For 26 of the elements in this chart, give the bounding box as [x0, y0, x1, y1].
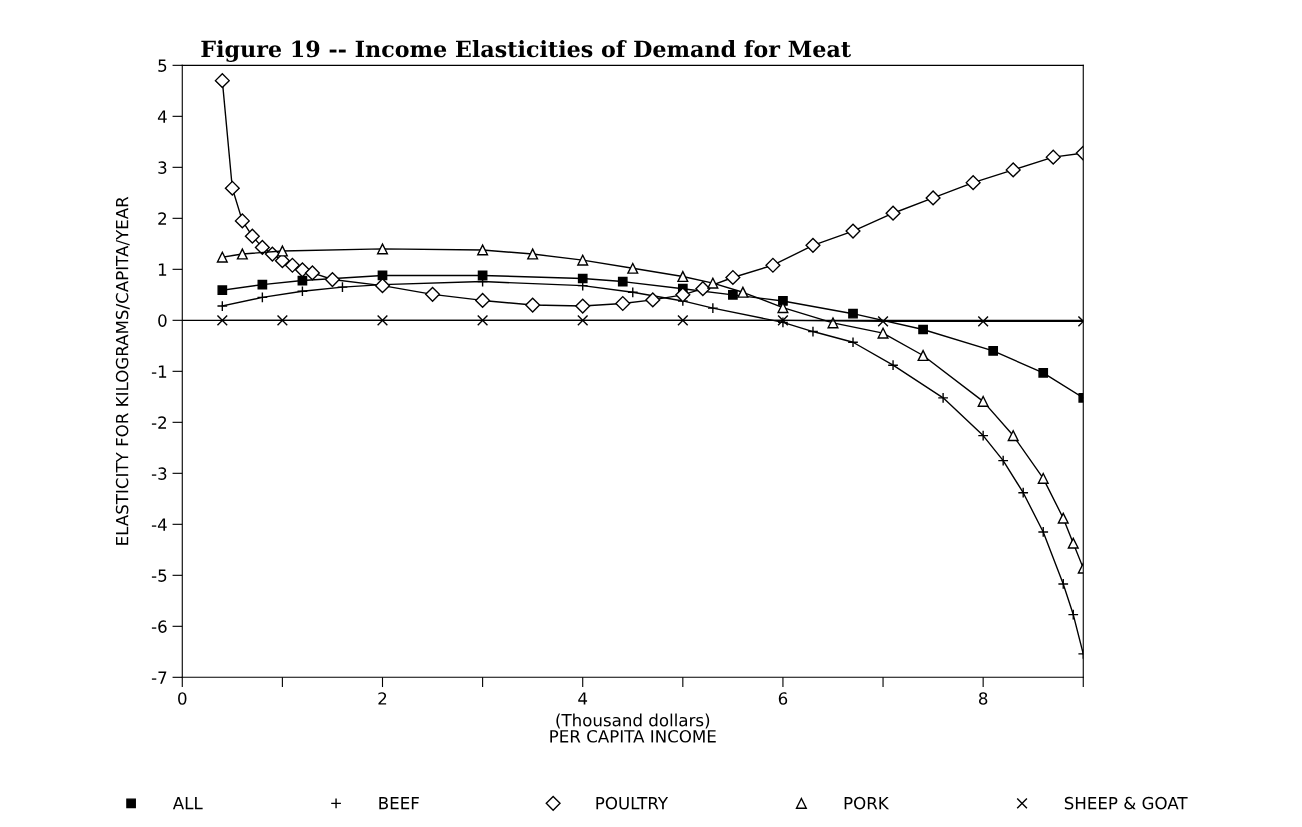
y-tick-label: 1: [158, 263, 167, 276]
legend-label: BEEF: [379, 797, 419, 810]
x-axis-title: (Thousand dollars) PER CAPITA INCOME: [550, 713, 716, 743]
y-tick-label: 5: [158, 59, 167, 72]
legend-label: POULTRY: [596, 796, 669, 810]
legend-label: PORK: [844, 796, 890, 810]
y-tick-label: -4: [151, 518, 167, 531]
y-axis-title: ELASTICITY FOR KILOGRAMS/CAPITA/YEAR: [115, 196, 130, 545]
y-tick-label: 4: [157, 110, 167, 123]
x-tick-label: 4: [578, 692, 588, 705]
legend-label: ALL: [172, 797, 203, 810]
x-tick-label: 8: [978, 692, 988, 705]
y-tick-label: -2: [151, 416, 167, 429]
chart-title: Figure 19 -- Income Elasticities of Demand for Meat: [201, 40, 851, 62]
y-tick-label: -6: [151, 620, 167, 633]
y-tick-label: -7: [151, 671, 167, 684]
x-tick-label: 0: [178, 692, 187, 705]
y-tick-label: -3: [151, 467, 167, 480]
y-tick-label: 3: [158, 161, 167, 174]
y-tick-label: -5: [151, 569, 167, 582]
legend-label: SHEEP & GOAT: [1064, 796, 1188, 810]
y-tick-label: 0: [158, 314, 167, 327]
x-tick-label: 6: [778, 692, 788, 705]
y-tick-label: -1: [151, 365, 167, 378]
x-tick-label: 2: [378, 692, 387, 705]
y-tick-label: 2: [158, 212, 167, 225]
